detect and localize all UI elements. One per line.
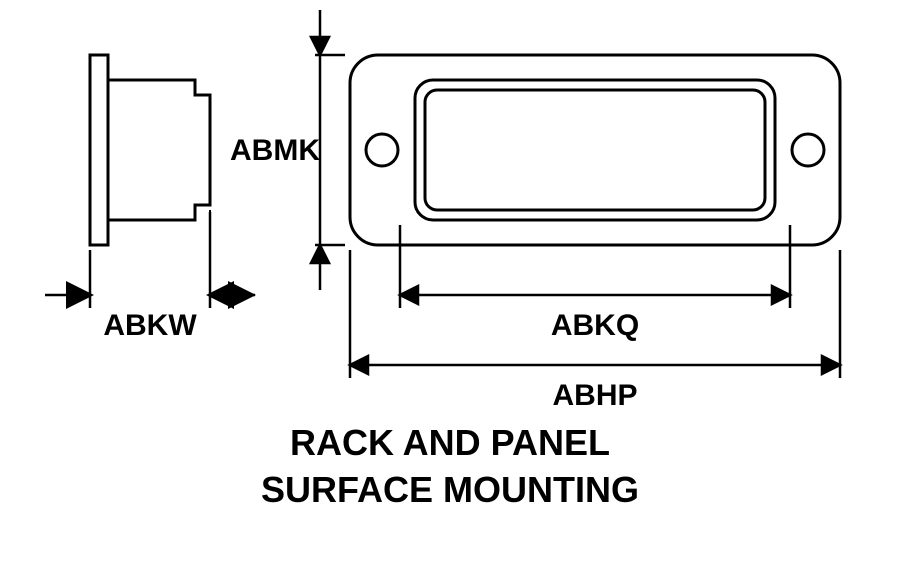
side-view xyxy=(90,55,210,245)
label-abkq: ABKQ xyxy=(551,309,639,342)
dim-abkw xyxy=(45,212,255,308)
title-block: RACK AND PANEL SURFACE MOUNTING xyxy=(0,420,900,514)
diagram-container: ABKW ABMK ABKQ ABHP RACK AND PANEL SURFA… xyxy=(0,0,900,570)
title-line-2: SURFACE MOUNTING xyxy=(0,467,900,514)
dim-labels: ABKW ABMK ABKQ ABHP xyxy=(103,134,639,412)
dim-abkq xyxy=(400,225,790,308)
title-line-1: RACK AND PANEL xyxy=(0,420,900,467)
front-view xyxy=(350,55,840,245)
label-abhp: ABHP xyxy=(552,379,637,412)
label-abmk: ABMK xyxy=(230,134,320,167)
label-abkw: ABKW xyxy=(103,309,197,342)
